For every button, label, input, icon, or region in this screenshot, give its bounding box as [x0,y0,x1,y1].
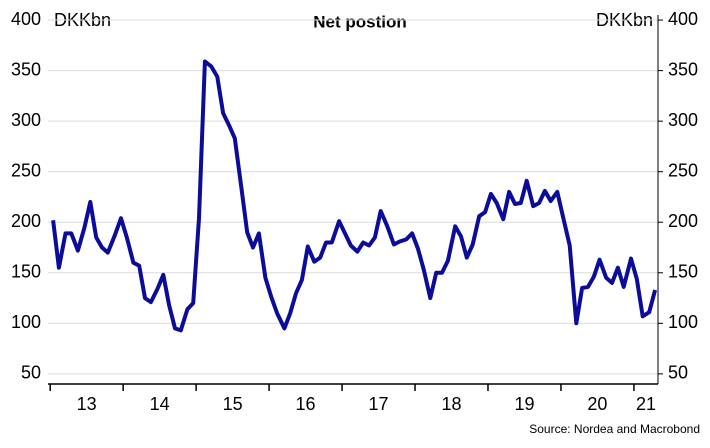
x-tick-label: 15 [223,394,243,414]
y-tick-label: 100 [11,312,41,332]
y2-tick-label: 300 [668,110,698,130]
y-tick-label: 150 [11,262,41,282]
y2-tick-label: 50 [668,363,688,383]
y-tick-label: 200 [11,211,41,231]
x-tick-label: 19 [514,394,534,414]
x-tick-label: 17 [369,394,389,414]
y2-tick-label: 400 [668,9,698,29]
y2-tick-label: 250 [668,160,698,180]
x-tick-label: 20 [587,394,607,414]
chart-title: Net postion [313,12,407,31]
x-tick-label: 21 [636,394,656,414]
data-line [51,59,658,333]
x-tick-label: 14 [150,394,170,414]
y-tick-label: 250 [11,160,41,180]
y-tick-label: 400 [11,9,41,29]
x-tick-label: 16 [296,394,316,414]
y-tick-label: 300 [11,110,41,130]
x-tick-label: 18 [441,394,461,414]
y-tick-label: 50 [21,363,41,383]
x-tick-label: 13 [77,394,97,414]
y2-tick-label: 150 [668,262,698,282]
y2-tick-label: 350 [668,59,698,79]
y2-tick-label: 100 [668,312,698,332]
y-tick-label: 350 [11,59,41,79]
y2-tick-label: 200 [668,211,698,231]
source: Source: Nordea and Macrobond [529,422,700,436]
